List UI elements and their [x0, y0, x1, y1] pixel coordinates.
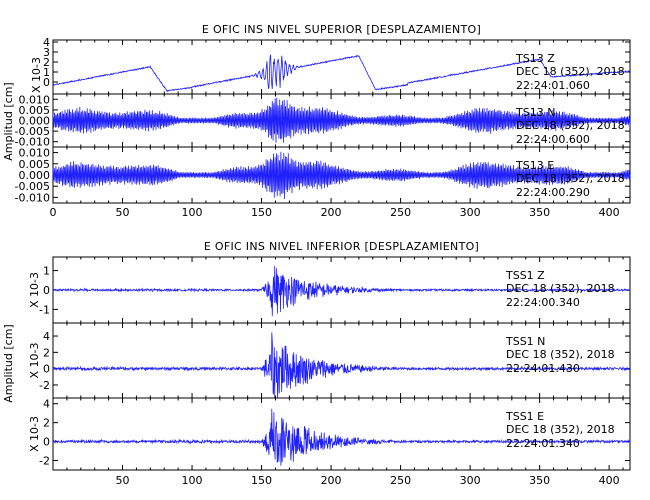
y-axis-label: Amplitud [cm] [2, 324, 15, 402]
event-date: DEC 18 (352), 2018 [506, 348, 615, 361]
event-date: DEC 18 (352), 2018 [516, 172, 625, 185]
x-tick-label: 200 [321, 474, 342, 487]
y-tick-label: 0 [43, 363, 50, 376]
station-component-label: TS13 Z [515, 52, 555, 65]
x-tick-label: 100 [182, 474, 203, 487]
chart-2: E OFIC INS NIVEL INFERIOR [DESPLAZAMIENT… [2, 240, 631, 487]
event-time: 22:24:00.290 [516, 186, 590, 199]
chart-title: E OFIC INS NIVEL INFERIOR [DESPLAZAMIENT… [204, 240, 479, 253]
x-tick-label: 50 [116, 206, 130, 219]
y-tick-label: 2 [43, 346, 50, 359]
waveform-trace [52, 54, 631, 93]
scale-label: X 10-3 [28, 416, 41, 452]
waveform-trace [52, 408, 631, 466]
y-tick-label: -0.005 [15, 125, 50, 138]
y-tick-label: -1 [39, 303, 50, 316]
x-tick-label: 400 [599, 474, 620, 487]
scale-label: X 10-3 [28, 272, 41, 308]
y-tick-label: 0 [43, 76, 50, 89]
event-date: DEC 18 (352), 2018 [516, 65, 625, 78]
y-tick-label: 0.010 [19, 93, 51, 106]
y-tick-label: 0.005 [19, 104, 51, 117]
y-tick-label: 0 [43, 284, 50, 297]
event-time: 22:24:01.060 [516, 79, 590, 92]
station-component-label: TSS1 E [505, 410, 544, 423]
y-tick-label: 0.010 [19, 147, 51, 160]
chart-1: E OFIC INS NIVEL SUPERIOR [DESPLAZAMIENT… [2, 23, 631, 219]
event-date: DEC 18 (352), 2018 [506, 423, 615, 436]
event-time: 22:24:01.340 [506, 437, 580, 450]
y-tick-label: 1 [43, 265, 50, 278]
y-tick-label: 4 [43, 36, 50, 49]
waveform-trace [52, 265, 631, 317]
station-component-label: TS13 E [515, 159, 554, 172]
y-tick-label: 3 [43, 46, 50, 59]
scale-label: X 10-3 [30, 57, 43, 93]
x-tick-label: 50 [116, 474, 130, 487]
y-tick-label: 2 [43, 56, 50, 69]
x-tick-label: 350 [529, 474, 550, 487]
event-date: DEC 18 (352), 2018 [506, 282, 615, 295]
x-tick-label: 150 [251, 474, 272, 487]
y-tick-label: 1 [43, 66, 50, 79]
x-tick-label: 200 [321, 206, 342, 219]
station-component-label: TS13 N [515, 106, 555, 119]
chart-title: E OFIC INS NIVEL SUPERIOR [DESPLAZAMIENT… [202, 23, 481, 36]
x-tick-label: 0 [50, 206, 57, 219]
station-component-label: TSS1 N [505, 335, 545, 348]
x-tick-label: 100 [182, 206, 203, 219]
y-tick-label: 0.000 [19, 169, 51, 182]
scale-label: X 10-3 [28, 343, 41, 379]
y-tick-label: 2 [43, 417, 50, 430]
x-tick-label: 300 [460, 474, 481, 487]
y-tick-label: -0.010 [15, 136, 50, 149]
event-time: 22:24:00.340 [506, 296, 580, 309]
waveform-trace [52, 151, 631, 199]
y-tick-label: -0.005 [15, 180, 50, 193]
panel-frame [52, 397, 631, 471]
x-tick-label: 250 [390, 474, 411, 487]
y-tick-label: 0.000 [19, 115, 51, 128]
x-tick-label: 250 [390, 206, 411, 219]
x-tick-label: 400 [599, 206, 620, 219]
x-tick-label: 150 [251, 206, 272, 219]
event-time: 22:24:00.600 [516, 133, 590, 146]
y-tick-label: 4 [43, 398, 50, 411]
y-axis-label: Amplitud [cm] [2, 82, 15, 160]
y-tick-label: 0 [43, 436, 50, 449]
x-tick-label: 350 [529, 206, 550, 219]
y-tick-label: 4 [43, 330, 50, 343]
waveform-trace [52, 97, 631, 143]
y-tick-label: -2 [39, 379, 50, 392]
x-tick-label: 300 [460, 206, 481, 219]
waveform-trace [52, 332, 631, 399]
station-component-label: TSS1 Z [505, 269, 545, 282]
event-time: 22:24:01.430 [506, 362, 580, 375]
event-date: DEC 18 (352), 2018 [516, 119, 625, 132]
y-tick-label: -0.010 [15, 191, 50, 204]
y-tick-label: -2 [39, 455, 50, 468]
y-tick-label: 0.005 [19, 158, 51, 171]
